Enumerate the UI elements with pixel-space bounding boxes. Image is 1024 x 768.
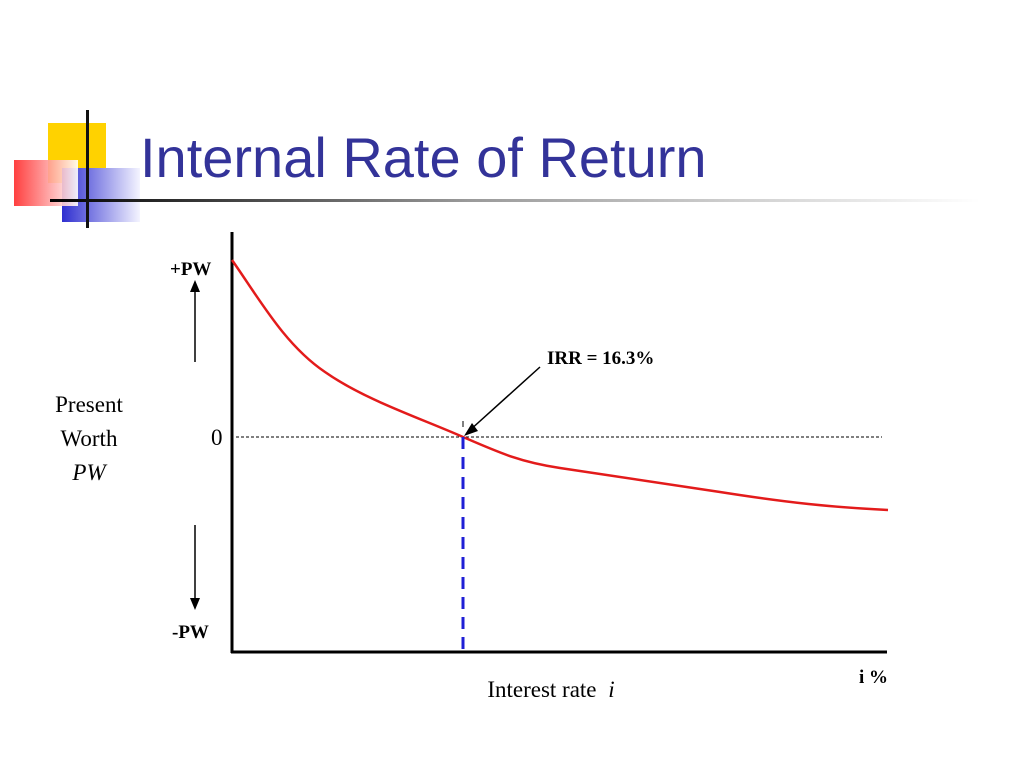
vertical-rule: [86, 110, 89, 228]
red-square: [14, 160, 78, 206]
y-bottom-label: -PW: [172, 622, 209, 643]
x-axis-end-label: i %: [859, 667, 888, 688]
up-arrow-head: [190, 280, 200, 292]
y-label-line-2: Worth: [61, 426, 118, 451]
y-label-line-1: Present: [55, 392, 123, 417]
x-axis-label-text: Interest rate: [487, 677, 596, 702]
present-worth-curve: [230, 259, 889, 512]
annotation-arrow: [468, 366, 541, 432]
slide-title: Internal Rate of Return: [140, 126, 707, 189]
y-top-label: +PW: [170, 259, 211, 280]
x-axis-label-var: i: [608, 677, 614, 702]
y-label-var: PW: [71, 460, 107, 485]
title-underline: [50, 199, 980, 202]
y-zero-label: 0: [211, 425, 223, 450]
annotation-arrowhead: [464, 423, 478, 436]
annotation-label: IRR = 16.3%: [547, 348, 654, 369]
x-axis-label: Interest rate i: [487, 677, 614, 702]
down-arrow-head: [190, 598, 200, 610]
